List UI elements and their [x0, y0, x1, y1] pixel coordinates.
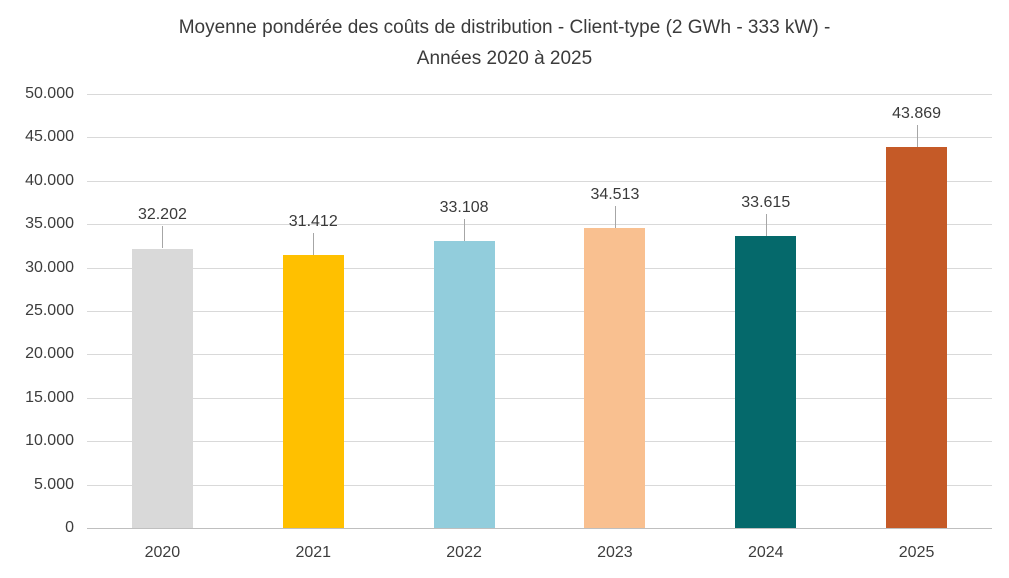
gridline: [87, 137, 992, 139]
bar-2022: [433, 240, 495, 528]
y-axis-tick-label: 25.000: [25, 302, 74, 319]
bar-2023: [584, 228, 646, 528]
data-label-leader-line: [916, 125, 918, 148]
x-axis-category-label: 2023: [597, 544, 633, 561]
x-axis-category-label: 2025: [898, 544, 935, 561]
data-label-2025: 43.869: [892, 105, 942, 123]
data-label-leader-line: [614, 206, 616, 229]
y-axis-tick-label: 50.000: [25, 85, 74, 102]
y-axis-tick-label: 0: [65, 519, 74, 536]
data-label-2022: 33.108: [439, 198, 489, 216]
chart-title: Moyenne pondérée des coûts de distributi…: [0, 12, 1009, 74]
gridline: [87, 354, 992, 356]
data-label-leader-line: [313, 233, 315, 256]
x-axis-category-label: 2022: [446, 544, 482, 561]
bar-2025: [886, 147, 948, 528]
chart-title-line-2: Années 2020 à 2025: [416, 48, 593, 69]
data-label-2024: 33.615: [741, 194, 791, 212]
data-label-leader-line: [765, 214, 767, 237]
bar-2024: [735, 236, 797, 528]
gridline: [87, 224, 992, 226]
gridline: [87, 397, 992, 399]
y-axis-tick-label: 30.000: [25, 258, 74, 276]
data-label-2020: 32.202: [137, 206, 187, 224]
gridline: [87, 94, 992, 95]
gridline: [87, 311, 992, 312]
data-label-2021: 31.412: [288, 213, 338, 231]
gridline: [87, 484, 992, 486]
chart-title-line-1: Moyenne pondérée des coûts de distributi…: [178, 17, 831, 38]
y-axis-tick-label: 10.000: [25, 432, 74, 450]
y-axis-tick-label: 15.000: [25, 388, 74, 406]
y-axis-tick-label: 20.000: [25, 345, 74, 363]
x-axis-category-label: 2021: [295, 544, 332, 561]
y-axis-tick-label: 40.000: [25, 171, 74, 189]
data-label-leader-line: [464, 218, 466, 241]
data-label-2023: 34.513: [590, 186, 640, 204]
bar-2021: [282, 255, 344, 528]
bar-2020: [131, 248, 193, 528]
y-axis-tick-label: 5.000: [33, 475, 74, 493]
gridline: [87, 441, 992, 443]
gridline: [87, 267, 992, 269]
x-axis-line: [87, 528, 992, 529]
y-axis-tick-label: 35.000: [25, 215, 74, 233]
x-axis-category-label: 2020: [144, 544, 181, 561]
plot-area: [87, 94, 992, 529]
x-axis-category-label: 2024: [747, 544, 784, 561]
data-label-leader-line: [162, 226, 164, 249]
gridline: [87, 180, 992, 182]
y-axis-tick-label: 45.000: [25, 128, 74, 146]
